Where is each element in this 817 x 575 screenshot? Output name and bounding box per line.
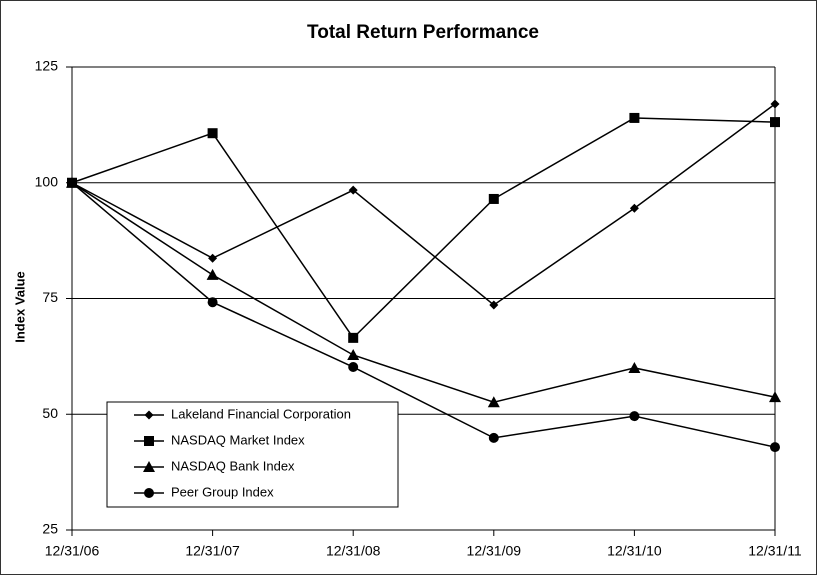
y-tick-label: 100 <box>35 173 59 189</box>
data-point <box>67 177 77 188</box>
data-point <box>207 128 218 139</box>
x-tick-label: 12/31/06 <box>45 543 100 559</box>
data-point <box>629 203 639 213</box>
data-point <box>488 432 499 443</box>
series-line <box>71 103 776 306</box>
data-point <box>208 253 218 263</box>
legend-label: Peer Group Index <box>171 484 274 499</box>
legend-label: NASDAQ Market Index <box>171 432 305 447</box>
data-point <box>347 348 360 360</box>
legend-marker <box>144 436 154 446</box>
legend-marker <box>143 461 155 472</box>
series-line <box>71 117 776 340</box>
series-line <box>71 182 776 448</box>
data-point <box>348 185 358 195</box>
chart-title: Total Return Performance <box>307 22 539 43</box>
data-point <box>769 391 781 403</box>
x-tick-label: 12/31/10 <box>607 543 662 559</box>
data-point <box>348 332 359 343</box>
x-tick-label: 12/31/11 <box>748 543 802 559</box>
data-point <box>489 300 499 310</box>
legend-box <box>106 401 399 508</box>
y-tick-label: 75 <box>42 289 58 305</box>
legend-marker <box>144 488 154 498</box>
data-point <box>770 117 780 128</box>
x-tick-label: 12/31/09 <box>467 543 522 559</box>
y-tick-label: 125 <box>35 58 59 74</box>
y-tick-label: 25 <box>42 521 58 537</box>
data-point <box>629 411 640 422</box>
x-tick-label: 12/31/07 <box>185 543 240 559</box>
data-point <box>348 362 359 373</box>
data-point <box>206 268 219 280</box>
series-line <box>71 182 776 403</box>
data-point <box>207 297 218 308</box>
y-tick-label: 50 <box>42 405 58 421</box>
data-point <box>487 396 500 408</box>
legend-label: NASDAQ Bank Index <box>171 458 295 473</box>
legend-marker <box>144 410 154 420</box>
data-point <box>770 442 780 453</box>
data-point <box>770 99 780 109</box>
legend: Lakeland Financial Corporation NASDAQ Mar… <box>106 401 399 508</box>
data-point <box>488 193 499 204</box>
legend-label: Lakeland Financial Corporation <box>171 406 351 421</box>
data-point <box>629 112 640 123</box>
y-axis-label: Index Value <box>12 271 27 343</box>
x-tick-label: 12/31/08 <box>326 543 381 559</box>
data-point <box>628 361 641 373</box>
